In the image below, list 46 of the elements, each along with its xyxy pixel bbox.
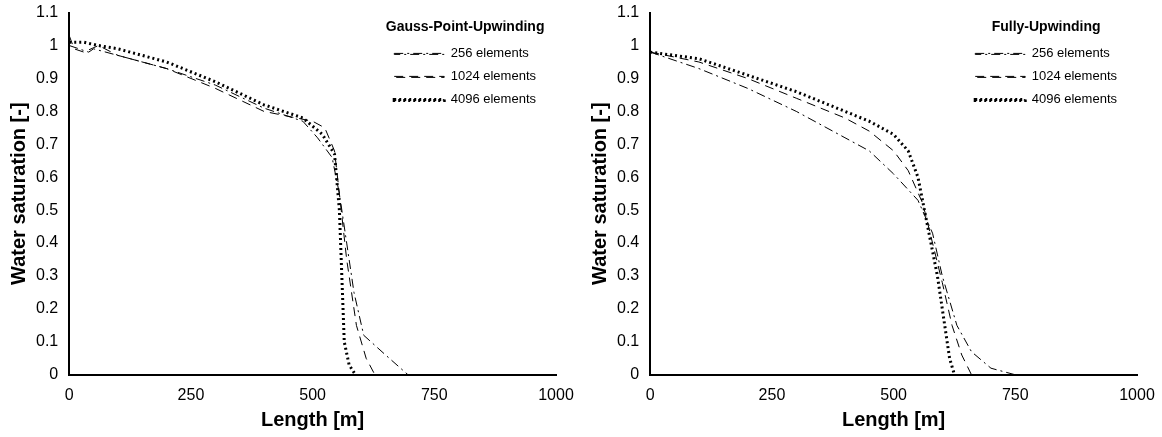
y-tick-label: 0.5 xyxy=(616,200,640,218)
y-tick-label: 0.4 xyxy=(35,233,59,251)
y-tick-label: 0.7 xyxy=(616,134,640,152)
y-tick-label: 0 xyxy=(630,365,640,383)
y-tick-label: 0.3 xyxy=(616,266,640,284)
legend-title: Fully-Upwinding xyxy=(991,18,1101,35)
y-tick-label: 0.2 xyxy=(35,299,59,317)
y-tick-label: 0.4 xyxy=(616,233,640,251)
x-tick-label: 750 xyxy=(1001,385,1029,403)
x-tick-label: 1000 xyxy=(538,385,574,403)
y-axis-title: Water saturation [-] xyxy=(6,102,29,285)
x-tick-label: 1000 xyxy=(1119,385,1155,403)
x-tick-label: 500 xyxy=(299,385,327,403)
x-axis-title: Length [m] xyxy=(260,407,365,430)
y-tick-label: 0.1 xyxy=(616,332,640,350)
y-tick-label: 0.8 xyxy=(616,101,640,119)
legend-label: 4096 elements xyxy=(450,91,537,107)
legend-label: 256 elements xyxy=(1031,45,1111,61)
x-axis-title: Length [m] xyxy=(841,407,946,430)
legend-title: Gauss-Point-Upwinding xyxy=(385,18,545,35)
y-tick-label: 0.8 xyxy=(35,101,59,119)
legend-label: 1024 elements xyxy=(450,68,537,84)
legend-label: 1024 elements xyxy=(1031,68,1118,84)
y-tick-label: 0.5 xyxy=(35,200,59,218)
y-tick-label: 0.3 xyxy=(35,266,59,284)
y-tick-label: 1 xyxy=(49,35,59,53)
y-tick-label: 0.6 xyxy=(616,167,640,185)
x-tick-label: 0 xyxy=(64,385,74,403)
y-tick-label: 0 xyxy=(49,365,59,383)
y-tick-label: 0.9 xyxy=(35,68,59,86)
y-tick-label: 1.1 xyxy=(616,3,640,21)
x-tick-label: 0 xyxy=(645,385,655,403)
y-tick-label: 0.2 xyxy=(616,299,640,317)
y-tick-label: 0.1 xyxy=(35,332,59,350)
y-tick-label: 1 xyxy=(630,35,640,53)
legend-label: 256 elements xyxy=(450,45,530,61)
legend-label: 4096 elements xyxy=(1031,91,1118,107)
x-tick-label: 250 xyxy=(758,385,786,403)
y-tick-label: 0.6 xyxy=(35,167,59,185)
y-tick-label: 0.9 xyxy=(616,68,640,86)
y-axis-title: Water saturation [-] xyxy=(587,102,610,285)
x-tick-label: 250 xyxy=(177,385,205,403)
y-tick-label: 1.1 xyxy=(35,3,59,21)
x-tick-label: 500 xyxy=(880,385,908,403)
x-tick-label: 750 xyxy=(420,385,448,403)
y-tick-label: 0.7 xyxy=(35,134,59,152)
